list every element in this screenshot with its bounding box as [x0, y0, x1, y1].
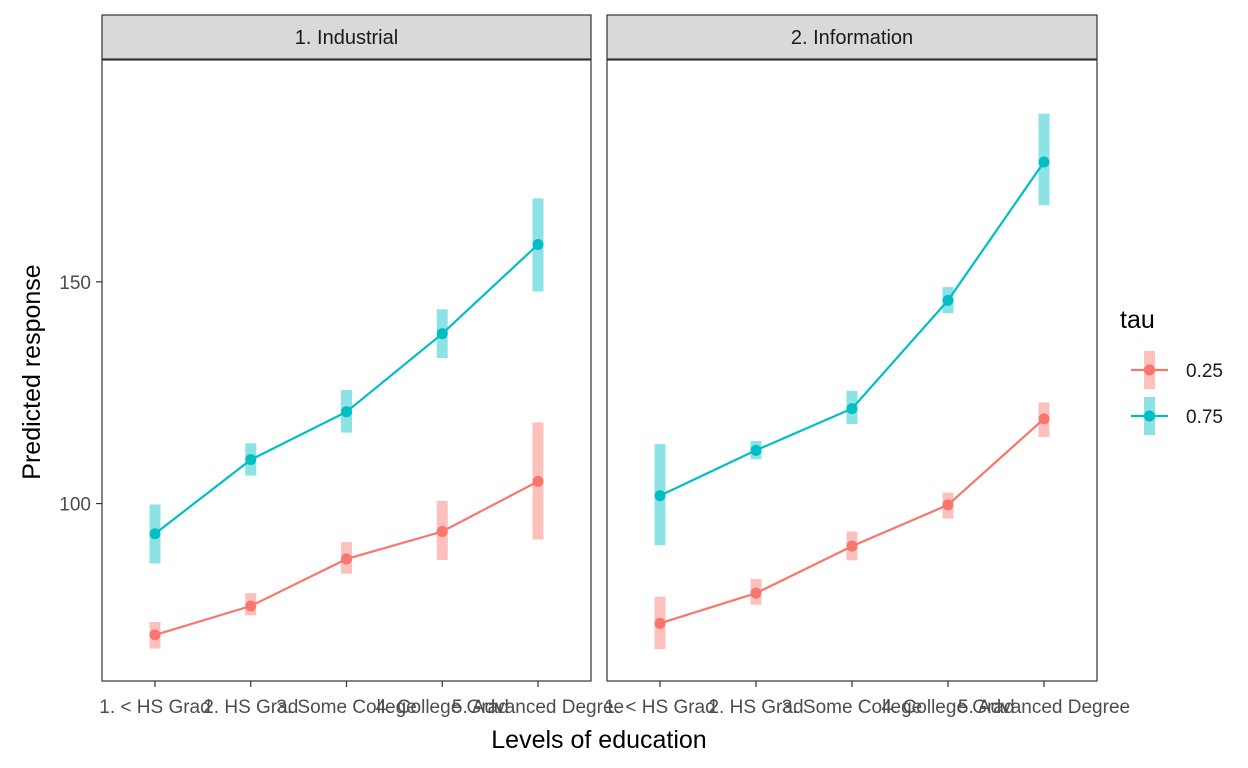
x-tick-label: 3. Some College [782, 697, 922, 718]
y-axis: 100 150 [59, 273, 102, 516]
data-point-tau-0.75 [846, 403, 858, 415]
data-point-tau-0.25 [654, 617, 666, 629]
data-point-tau-0.75 [1038, 156, 1050, 168]
facet-strip-bg [101, 14, 592, 60]
data-point-tau-0.25 [1038, 413, 1050, 425]
legend-title: tau [1120, 306, 1155, 334]
y-axis-title: Predicted response [18, 264, 46, 479]
facet-strip-label: 2. Information [791, 27, 913, 49]
x-axis-title: Levels of education [491, 726, 706, 754]
data-point-tau-0.25 [846, 540, 858, 552]
x-tick-label: 4. College Grad [881, 697, 1014, 718]
facet-strip-bg [606, 14, 1098, 60]
x-tick-label: 1. < HS Grad [99, 697, 210, 718]
x-tick-label: 4. College Grad [376, 697, 509, 718]
legend: tau 0.25 0.75 [1120, 306, 1223, 435]
legend-key-point [1144, 410, 1155, 422]
data-point-tau-0.25 [149, 629, 161, 641]
data-point-tau-0.75 [149, 528, 161, 540]
facet-panel-border [101, 59, 592, 682]
data-point-tau-0.75 [532, 239, 544, 251]
data-point-tau-0.25 [245, 600, 257, 612]
data-point-tau-0.25 [750, 587, 762, 599]
facet-strip-label: 1. Industrial [295, 27, 398, 49]
data-point-tau-0.75 [245, 454, 257, 466]
data-point-tau-0.75 [436, 328, 448, 340]
legend-items: 0.25 0.75 [1131, 351, 1223, 435]
legend-key-point [1144, 364, 1155, 376]
x-tick-label: 2. HS Grad [708, 697, 803, 718]
y-tick-label: 150 [59, 273, 91, 294]
data-point-tau-0.75 [341, 406, 352, 418]
legend-label: 0.25 [1186, 361, 1223, 382]
data-point-tau-0.25 [942, 499, 954, 511]
legend-item-tau-0.75: 0.75 [1131, 397, 1223, 435]
legend-item-tau-0.25: 0.25 [1131, 351, 1223, 389]
data-point-tau-0.75 [750, 444, 762, 456]
x-tick-label: 5. Advanced Degree [452, 697, 624, 718]
facet-panel-border [606, 59, 1098, 682]
x-tick-label: 3. Some College [276, 697, 416, 718]
x-tick-label: 5. Advanced Degree [958, 697, 1130, 718]
y-tick-label: 100 [59, 495, 91, 516]
data-point-tau-0.25 [532, 475, 544, 487]
data-point-tau-0.75 [942, 294, 954, 306]
data-point-tau-0.25 [436, 526, 448, 538]
data-point-tau-0.75 [654, 490, 666, 502]
legend-label: 0.75 [1186, 407, 1223, 428]
x-tick-label: 1. < HS Grad [604, 697, 715, 718]
data-point-tau-0.25 [341, 553, 352, 565]
x-tick-label: 2. HS Grad [203, 697, 298, 718]
